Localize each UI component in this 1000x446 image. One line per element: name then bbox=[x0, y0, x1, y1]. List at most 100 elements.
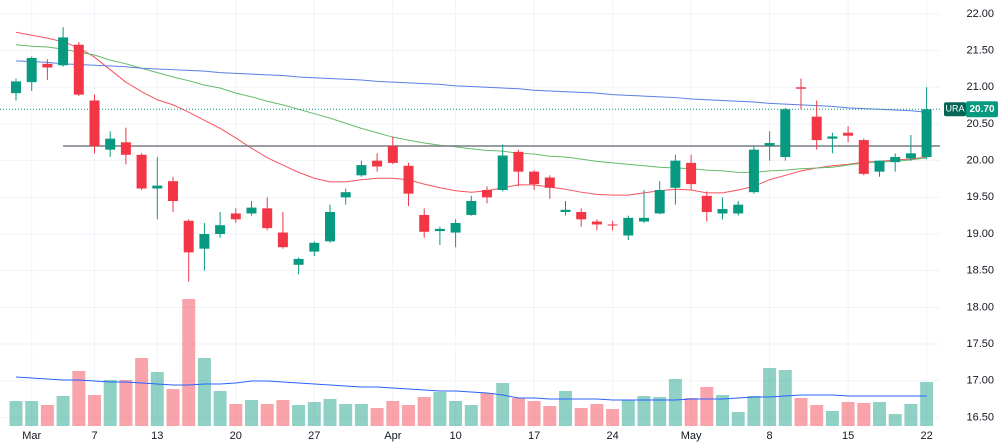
volume-bar bbox=[276, 400, 290, 426]
volume-bar bbox=[197, 358, 211, 426]
candle-body bbox=[827, 136, 838, 139]
volume-bar bbox=[119, 380, 133, 426]
x-tick-label: 15 bbox=[842, 430, 854, 442]
volume-bar bbox=[527, 401, 541, 426]
volume-bar bbox=[307, 402, 321, 426]
candle-body bbox=[136, 154, 147, 189]
candle-body bbox=[780, 109, 791, 157]
candle-body bbox=[686, 162, 697, 185]
candle-body bbox=[419, 214, 430, 232]
candle-body bbox=[89, 100, 100, 146]
volume-bar bbox=[25, 401, 39, 426]
candle-body bbox=[387, 145, 398, 163]
volume-bar bbox=[778, 370, 792, 426]
candle-body bbox=[576, 211, 587, 220]
symbol-tag bbox=[944, 102, 966, 117]
volume-bar bbox=[841, 402, 855, 426]
x-tick-label: May bbox=[681, 430, 702, 442]
x-tick-label: 20 bbox=[230, 430, 242, 442]
candle-body bbox=[152, 185, 163, 189]
candle-body bbox=[764, 143, 775, 146]
volume-bar bbox=[825, 411, 839, 426]
y-tick-label: 19.00 bbox=[966, 228, 994, 240]
candle-body bbox=[874, 160, 885, 172]
x-tick-label: 27 bbox=[308, 430, 320, 442]
symbol-label: URA bbox=[945, 104, 964, 114]
volume-bar bbox=[606, 409, 620, 426]
volume-bar bbox=[166, 389, 180, 426]
x-tick-label: 10 bbox=[449, 430, 461, 442]
x-tick-label: 24 bbox=[606, 430, 618, 442]
candle-body bbox=[466, 200, 477, 215]
candle-body bbox=[105, 138, 116, 150]
y-tick-label: 20.50 bbox=[966, 118, 994, 130]
volume-bar bbox=[386, 401, 400, 426]
candle-body bbox=[246, 207, 257, 214]
candle-body bbox=[199, 234, 210, 249]
price-tag bbox=[966, 101, 998, 118]
volume-bar bbox=[731, 412, 745, 426]
volume-bar bbox=[857, 403, 871, 426]
candle-body bbox=[497, 155, 508, 190]
candle-body bbox=[921, 109, 932, 157]
moving-average bbox=[15, 44, 927, 173]
price-label: 20.70 bbox=[969, 104, 994, 115]
volume-bar bbox=[684, 398, 698, 426]
candle-body bbox=[748, 149, 759, 193]
volume-bar bbox=[590, 404, 604, 426]
y-tick-label: 22.00 bbox=[966, 8, 994, 20]
candle-body bbox=[654, 189, 665, 214]
candle-body bbox=[858, 140, 869, 174]
volume-bar bbox=[323, 399, 337, 426]
volume-bar bbox=[653, 397, 667, 426]
moving-average bbox=[15, 31, 927, 196]
candle-body bbox=[73, 44, 84, 95]
candle-body bbox=[168, 181, 178, 201]
volume-bar bbox=[245, 400, 258, 426]
candle-body bbox=[42, 63, 53, 68]
y-tick-label: 17.50 bbox=[966, 338, 994, 350]
volume-bar bbox=[511, 398, 525, 426]
candle-body bbox=[717, 209, 728, 214]
volume-bar bbox=[794, 398, 808, 426]
candle-body bbox=[482, 189, 492, 198]
candle-body bbox=[230, 213, 241, 220]
candle-body bbox=[372, 160, 383, 167]
volume-bar bbox=[260, 404, 274, 426]
volume-bar bbox=[888, 414, 902, 426]
y-tick-label: 18.00 bbox=[966, 301, 994, 313]
candle-body bbox=[215, 225, 226, 235]
volume-bar bbox=[637, 396, 651, 426]
x-tick-label: 22 bbox=[920, 430, 932, 442]
volume-bar bbox=[88, 395, 101, 426]
candle-body bbox=[434, 228, 445, 232]
candle-body bbox=[325, 211, 335, 242]
volume-bar bbox=[621, 400, 635, 426]
volume-bar bbox=[72, 371, 86, 426]
volume-ma-line bbox=[15, 376, 927, 401]
candle-body bbox=[796, 87, 806, 89]
volume-bar bbox=[464, 405, 478, 426]
volume-bar bbox=[668, 379, 682, 426]
volume-bar bbox=[716, 395, 729, 426]
volume-bar bbox=[417, 397, 431, 426]
volume-bar bbox=[402, 405, 415, 426]
candle-body bbox=[544, 177, 555, 188]
candle-body bbox=[262, 208, 273, 229]
candle-body bbox=[670, 160, 681, 188]
candle-body bbox=[591, 221, 602, 225]
candle-body bbox=[607, 224, 618, 226]
moving-average bbox=[15, 60, 927, 113]
candle-body bbox=[905, 153, 916, 159]
volume-bar bbox=[480, 393, 494, 426]
candle-body bbox=[293, 258, 304, 265]
volume-bar bbox=[339, 404, 353, 426]
candle-body bbox=[403, 165, 414, 194]
volume-bar bbox=[56, 396, 70, 426]
candle-body bbox=[120, 142, 131, 155]
volume-bar bbox=[433, 392, 447, 426]
volume-bar bbox=[559, 391, 572, 426]
volume-bar bbox=[496, 383, 510, 426]
candle-body bbox=[356, 165, 367, 176]
